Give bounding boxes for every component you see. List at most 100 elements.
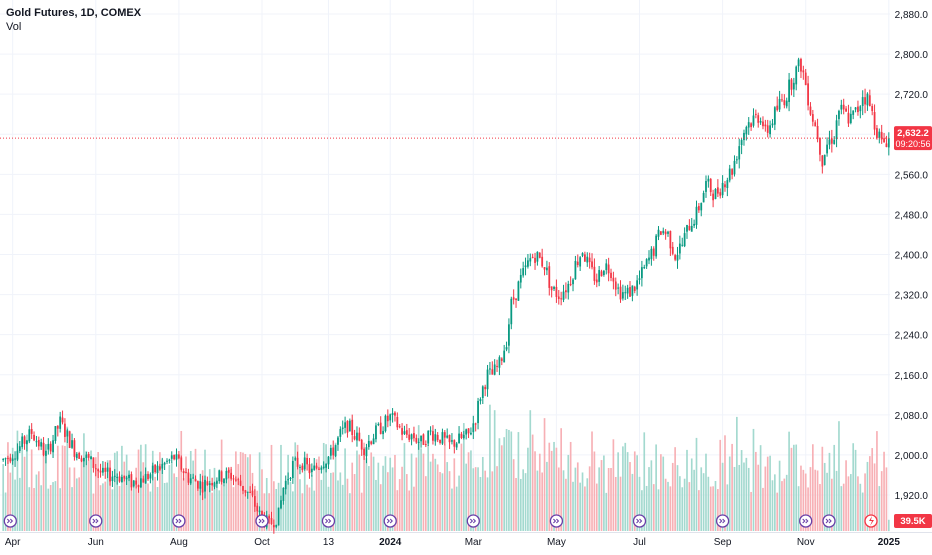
double-chevron-circle-icon[interactable] [549,514,564,528]
volume-bar [116,451,118,531]
volume-bar [584,486,586,531]
volume-bar [284,486,287,531]
volume-bar [795,444,798,531]
volume-bar [774,474,776,531]
price-badges: 2,632.209:20:56 39.5K [894,126,932,528]
candle-body [826,144,828,154]
volume-bar [527,447,529,531]
candle-body [246,491,249,493]
candle-body [811,114,814,122]
double-chevron-circle-icon[interactable] [255,514,269,528]
volume-bar [512,459,515,531]
double-chevron-circle-icon[interactable] [383,514,397,528]
volume-bar [743,462,745,531]
volume-bar [470,450,472,531]
volume-bar [113,452,116,531]
price-axis[interactable]: 2,880.02,800.02,720.02,640.02,560.02,480… [895,10,929,502]
y-tick-label: 2,720.0 [895,90,929,101]
volume-bar [455,486,458,531]
double-chevron-circle-icon[interactable] [632,514,647,528]
candle-body [386,415,389,422]
candle-body [479,399,482,402]
volume-bar [59,488,62,531]
candle-body [481,386,484,398]
candle-body [268,516,271,519]
candle-body [659,231,662,235]
candle-body [498,357,501,368]
volume-bar [142,462,145,531]
double-chevron-circle-icon[interactable] [715,514,730,528]
double-chevron-circle-icon[interactable] [799,514,813,528]
event-markers[interactable] [3,514,878,528]
candle-body [161,463,164,469]
candle-body [823,154,826,165]
candle-body [617,287,620,289]
candle-body [294,458,297,460]
candle-body [621,292,624,299]
volume-bar [693,469,695,531]
double-chevron-circle-icon[interactable] [172,514,186,528]
volume-bar [396,490,399,531]
x-tick-label: Mar [465,537,483,548]
volume-bar [251,472,254,531]
volume-bar [626,452,629,531]
candle-body [733,160,736,175]
volume-bar [852,443,855,531]
volume-bar [522,469,524,531]
volume-bar [71,487,73,531]
candle-body [572,279,574,285]
candle-body [168,459,171,461]
volume-bar [85,450,88,531]
symbol-title[interactable]: Gold Futures, 1D, COMEX [6,7,142,19]
double-chevron-circle-icon[interactable] [321,514,336,528]
candle-body [550,286,553,291]
candle-body [11,458,14,461]
candle-body [23,436,26,444]
candle-body [650,248,653,260]
candle-body [595,279,598,283]
volume-bar [7,442,9,531]
candle-body [337,437,339,445]
volume-bar [845,460,847,531]
candle-body [443,432,446,438]
volume-bar [377,462,380,531]
volume-bar [778,460,781,531]
candle-body [681,244,684,246]
candle-body [600,271,603,277]
candle-body [864,97,866,105]
candle-body [771,123,774,126]
volume-bar [420,448,422,531]
volume-bar [2,464,5,531]
double-chevron-circle-icon[interactable] [822,514,836,528]
candle-body [809,106,812,115]
candle-body [671,246,674,254]
candle-body [719,192,722,196]
volume-legend-label[interactable]: Vol [6,21,22,33]
volume-bar [258,452,261,531]
candle-body [16,450,19,460]
double-chevron-circle-icon[interactable] [466,514,480,528]
lightning-circle-icon[interactable] [864,514,878,528]
double-chevron-circle-icon[interactable] [89,514,103,528]
volume-bar [349,493,351,531]
candle-body [170,455,173,459]
y-tick-label: 2,160.0 [895,371,929,382]
volume-bar [18,477,21,531]
candle-body [503,350,506,363]
candle-body [845,108,847,112]
candle-body [569,283,572,285]
candle-body [859,106,862,112]
time-axis[interactable]: Apr Jun Aug Oct 13 2024 Mar May Jul Sep Nov 2025 [5,537,900,548]
candle-body [405,430,408,435]
candle-body [422,434,425,445]
double-chevron-circle-icon[interactable] [3,514,17,528]
candle-body [128,475,130,479]
volume-bar [370,452,373,531]
volume-bar [372,456,375,531]
volume-bar [864,473,866,531]
volume-bar [413,486,415,531]
volume-bar [382,465,384,531]
volume-bar [698,490,700,531]
